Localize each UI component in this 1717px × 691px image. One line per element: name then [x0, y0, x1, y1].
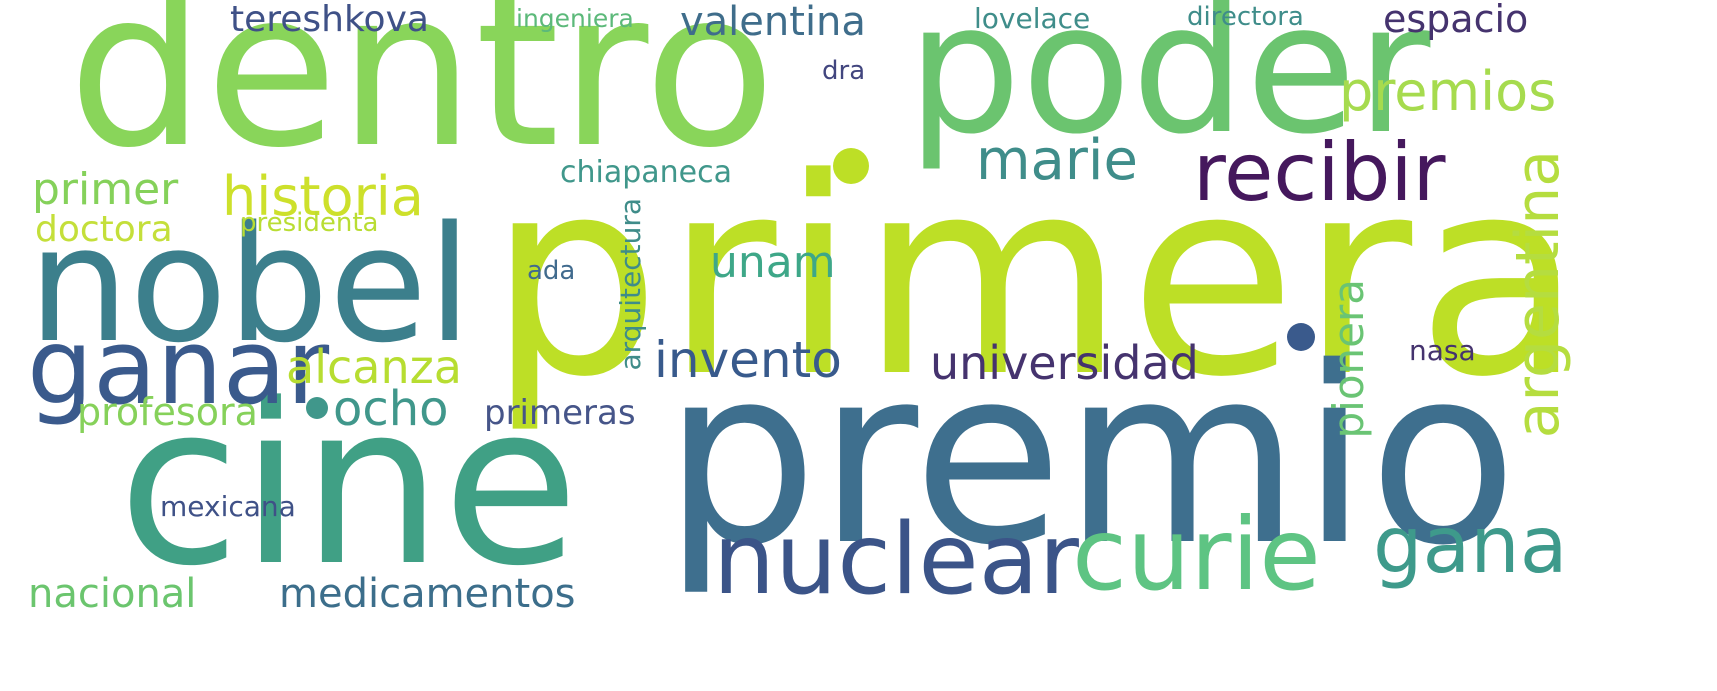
word-lovelace: lovelace	[974, 2, 1091, 35]
word-nobel: nobel	[28, 191, 472, 378]
word-recibir: recibir	[1193, 126, 1446, 219]
word-ingeniera: ingeniera	[516, 4, 634, 33]
word-ganar: ganar	[27, 306, 330, 428]
word-universidad: universidad	[930, 336, 1199, 390]
word-historia: historia	[222, 165, 424, 228]
word-primeras: primeras	[484, 393, 636, 433]
word-nacional: nacional	[28, 571, 197, 617]
word-marie: marie	[976, 128, 1138, 193]
word-dra: dra	[822, 56, 866, 86]
word-mexicana: mexicana	[160, 490, 296, 523]
word-primera: primera	[488, 121, 1587, 437]
word-premios: premios	[1339, 60, 1557, 123]
word-valentina: valentina	[680, 0, 866, 45]
word-doctora: doctora	[35, 209, 173, 250]
word-directora: directora	[1187, 2, 1304, 32]
word-nasa: nasa	[1409, 334, 1476, 367]
word-invento: invento	[654, 331, 842, 389]
word-tereshkova: tereshkova	[230, 0, 429, 40]
word-dentro: dentro	[68, 0, 776, 195]
word-poder: poder	[907, 0, 1431, 174]
word-ocho: ocho	[333, 381, 449, 437]
word-primer: primer	[32, 164, 179, 215]
word-dot-1	[1287, 323, 1315, 351]
word-espacio: espacio	[1383, 0, 1529, 41]
word-presidenta: presidenta	[240, 208, 379, 238]
word-pionera: pionera	[1324, 279, 1373, 439]
word-arquitectura: arquitectura	[614, 198, 647, 371]
word-curie: curie	[1072, 496, 1321, 613]
word-unam: unam	[710, 237, 836, 288]
word-chiapaneca: chiapaneca	[560, 155, 733, 190]
word-medicamentos: medicamentos	[279, 571, 576, 617]
word-ada: ada	[527, 256, 576, 286]
word-dot-2	[306, 397, 328, 419]
word-gana: gana	[1373, 501, 1568, 591]
word-dot-3	[833, 148, 869, 184]
word-cine: cine	[118, 357, 580, 615]
word-nuclear: nuclear	[713, 503, 1079, 617]
word-premio: premio	[663, 315, 1518, 599]
word-alcanza: alcanza	[286, 340, 462, 394]
word-argentina: argentina	[1503, 150, 1573, 439]
word-profesora: profesora	[77, 390, 258, 434]
